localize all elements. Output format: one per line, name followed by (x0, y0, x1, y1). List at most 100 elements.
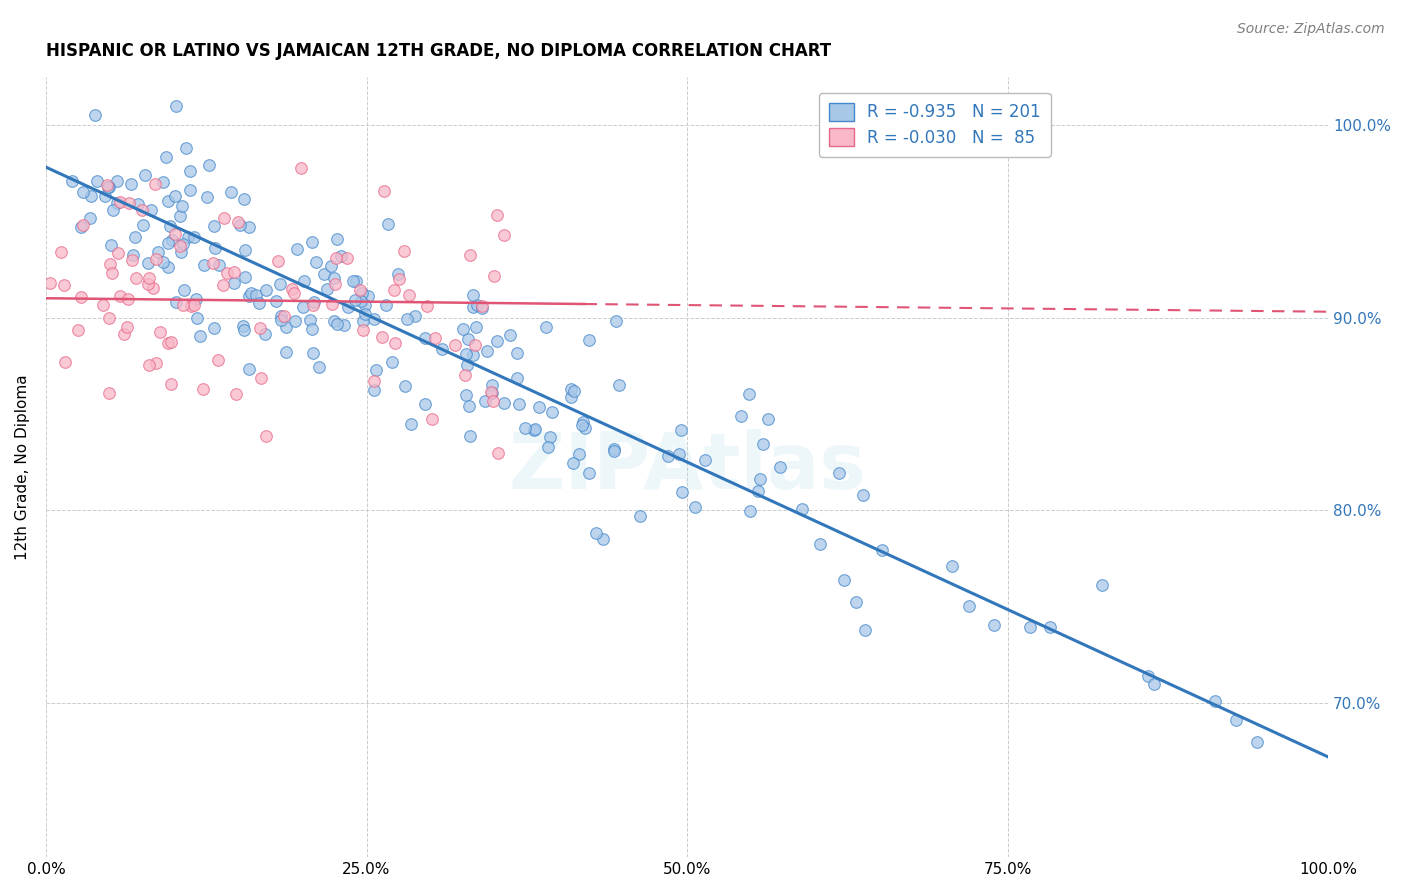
Jamaicans (118, 195, 141, 210)
Jamaicans (215, 266, 238, 280)
Hispanics or Latinos (299, 313, 322, 327)
Jamaicans (172, 298, 194, 312)
Jamaicans (165, 227, 187, 241)
Jamaicans (392, 244, 415, 258)
Jamaicans (67, 322, 90, 336)
Hispanics or Latinos (657, 449, 679, 463)
Hispanics or Latinos (186, 310, 208, 325)
Hispanics or Latinos (207, 258, 229, 272)
Hispanics or Latinos (316, 282, 339, 296)
Jamaicans (458, 248, 481, 262)
Jamaicans (486, 446, 509, 460)
Jamaicans (250, 371, 273, 385)
Hispanics or Latinos (152, 255, 174, 269)
Jamaicans (117, 293, 139, 307)
Hispanics or Latinos (603, 442, 626, 457)
Hispanics or Latinos (301, 322, 323, 336)
Jamaicans (471, 299, 494, 313)
Hispanics or Latinos (845, 595, 868, 609)
Hispanics or Latinos (492, 395, 515, 409)
Hispanics or Latinos (83, 108, 105, 122)
Jamaicans (283, 285, 305, 300)
Hispanics or Latinos (105, 173, 128, 187)
Jamaicans (53, 355, 76, 369)
Hispanics or Latinos (527, 400, 550, 414)
Jamaicans (191, 383, 214, 397)
Hispanics or Latinos (302, 294, 325, 309)
Jamaicans (371, 329, 394, 343)
Jamaicans (136, 277, 159, 292)
Hispanics or Latinos (79, 211, 101, 226)
Jamaicans (388, 272, 411, 286)
Hispanics or Latinos (752, 436, 775, 450)
Jamaicans (101, 266, 124, 280)
Hispanics or Latinos (233, 323, 256, 337)
Hispanics or Latinos (941, 558, 963, 573)
Hispanics or Latinos (169, 209, 191, 223)
Jamaicans (49, 244, 72, 259)
Hispanics or Latinos (404, 310, 426, 324)
Hispanics or Latinos (456, 358, 478, 372)
Hispanics or Latinos (1018, 620, 1040, 634)
Hispanics or Latinos (343, 293, 366, 308)
Jamaicans (214, 211, 236, 226)
Jamaicans (72, 218, 94, 232)
Hispanics or Latinos (233, 244, 256, 258)
Hispanics or Latinos (465, 298, 488, 312)
Hispanics or Latinos (756, 412, 779, 426)
Hispanics or Latinos (523, 423, 546, 437)
Hispanics or Latinos (474, 394, 496, 409)
Hispanics or Latinos (668, 447, 690, 461)
Hispanics or Latinos (238, 289, 260, 303)
Hispanics or Latinos (155, 150, 177, 164)
Hispanics or Latinos (464, 320, 486, 334)
Hispanics or Latinos (485, 334, 508, 348)
Jamaicans (160, 335, 183, 350)
Hispanics or Latinos (70, 220, 93, 235)
Hispanics or Latinos (354, 307, 377, 321)
Hispanics or Latinos (395, 311, 418, 326)
Hispanics or Latinos (148, 244, 170, 259)
Hispanics or Latinos (321, 259, 343, 273)
Jamaicans (124, 271, 146, 285)
Hispanics or Latinos (122, 248, 145, 262)
Hispanics or Latinos (461, 348, 484, 362)
Hispanics or Latinos (451, 322, 474, 336)
Hispanics or Latinos (239, 285, 262, 300)
Hispanics or Latinos (322, 271, 344, 285)
Hispanics or Latinos (159, 219, 181, 233)
Hispanics or Latinos (350, 293, 373, 308)
Hispanics or Latinos (163, 189, 186, 203)
Hispanics or Latinos (481, 378, 503, 392)
Jamaicans (145, 252, 167, 267)
Hispanics or Latinos (170, 199, 193, 213)
Hispanics or Latinos (127, 196, 149, 211)
Hispanics or Latinos (481, 385, 503, 400)
Hispanics or Latinos (72, 185, 94, 199)
Jamaicans (138, 359, 160, 373)
Hispanics or Latinos (165, 294, 187, 309)
Hispanics or Latinos (1137, 669, 1160, 683)
Hispanics or Latinos (329, 249, 352, 263)
Hispanics or Latinos (284, 313, 307, 327)
Jamaicans (485, 208, 508, 222)
Hispanics or Latinos (323, 314, 346, 328)
Jamaicans (160, 376, 183, 391)
Jamaicans (479, 384, 502, 399)
Hispanics or Latinos (693, 453, 716, 467)
Hispanics or Latinos (401, 417, 423, 432)
Hispanics or Latinos (232, 319, 254, 334)
Jamaicans (349, 283, 371, 297)
Hispanics or Latinos (738, 386, 761, 401)
Text: ZIPAtlas: ZIPAtlas (508, 429, 866, 505)
Hispanics or Latinos (245, 288, 267, 302)
Hispanics or Latinos (233, 269, 256, 284)
Jamaicans (93, 298, 115, 312)
Jamaicans (183, 298, 205, 312)
Jamaicans (482, 268, 505, 283)
Hispanics or Latinos (183, 229, 205, 244)
Jamaicans (492, 227, 515, 242)
Hispanics or Latinos (337, 300, 360, 314)
Jamaicans (336, 251, 359, 265)
Hispanics or Latinos (1204, 694, 1226, 708)
